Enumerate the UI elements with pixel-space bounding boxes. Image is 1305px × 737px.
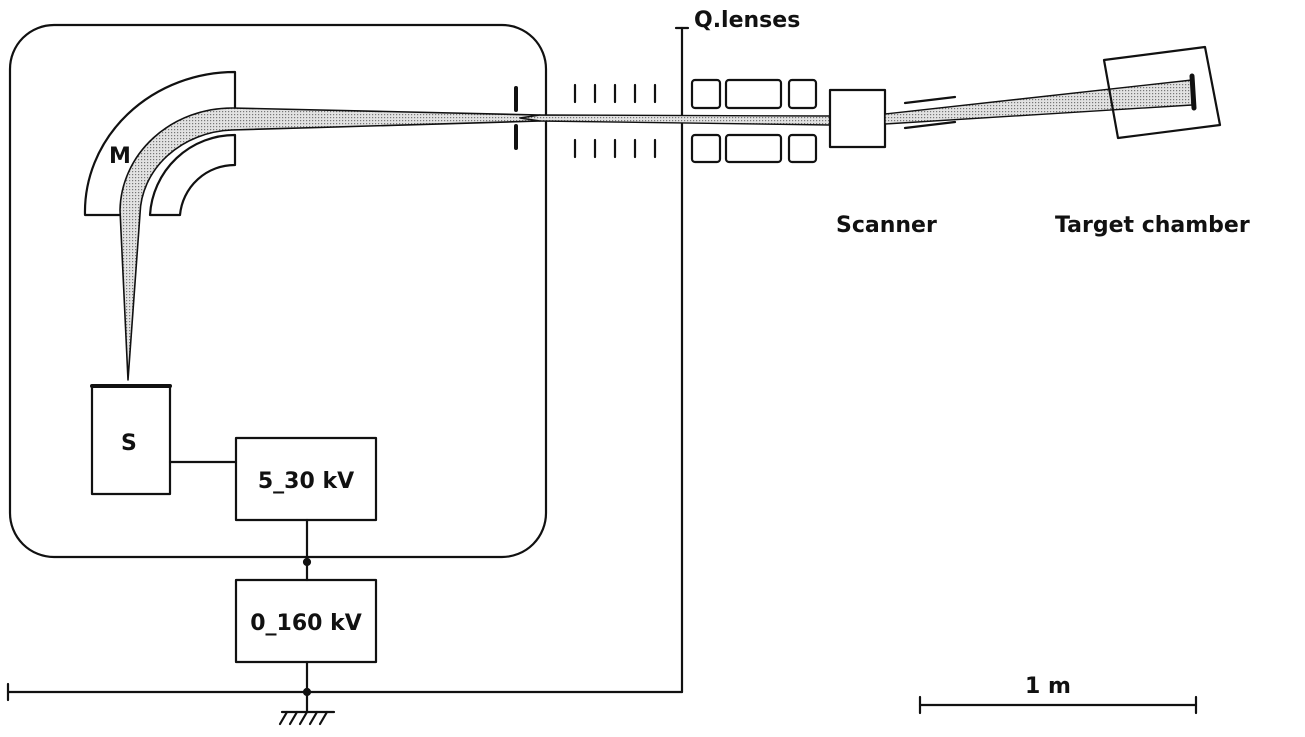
scanner-deflector-plate-upper xyxy=(903,95,957,105)
target-chamber-box xyxy=(1102,45,1222,140)
junction-dot-lower xyxy=(302,687,312,697)
ion-beam-to-target xyxy=(884,79,1193,125)
quadrupole-lenses-label: Q.lenses xyxy=(694,8,800,33)
ion-beam-bend xyxy=(119,107,541,381)
magnet-pole-lower xyxy=(148,133,237,217)
hv-terminal-enclosure xyxy=(8,23,548,559)
source-label: S xyxy=(121,431,137,456)
quadrupole-lens-blocks xyxy=(690,78,818,164)
scale-label: 1 m xyxy=(1025,674,1071,699)
extraction-supply-label: 5_30 kV xyxy=(258,469,354,494)
scanner-deflector-plate-lower xyxy=(903,120,957,130)
acceleration-tube-electrodes xyxy=(573,83,657,159)
scanner-box xyxy=(828,88,887,149)
target-chamber-label: Target chamber xyxy=(1055,213,1250,238)
magnet-label: M xyxy=(109,144,131,169)
ground-icon xyxy=(278,710,336,726)
acceleration-supply-label: 0_160 kV xyxy=(250,611,362,636)
target-holder xyxy=(1189,73,1197,111)
ion-beam-straight xyxy=(519,114,831,126)
scanner-label: Scanner xyxy=(836,213,937,238)
junction-dot-upper xyxy=(302,557,312,567)
